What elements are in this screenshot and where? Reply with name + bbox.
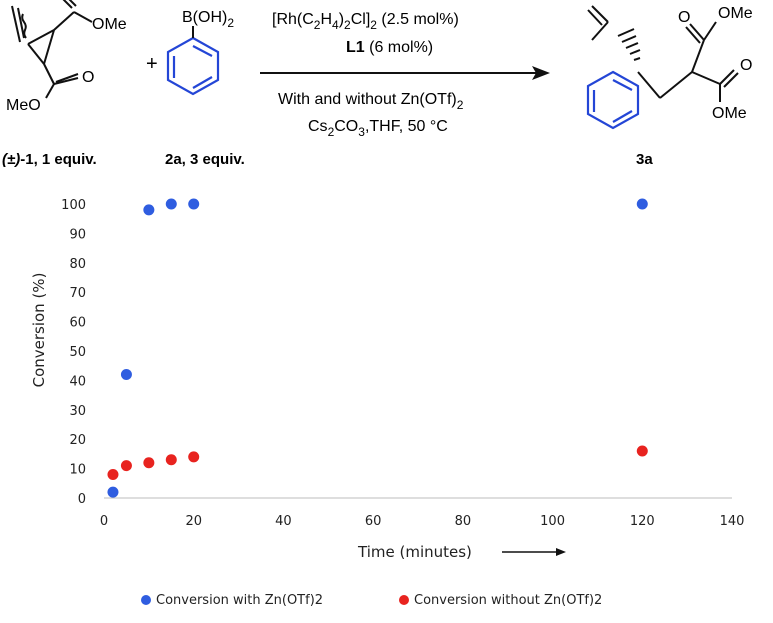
x-tick-labels: 0 20 40 60 80 100 120 140	[100, 514, 745, 529]
point-with-zn	[143, 204, 155, 216]
reactant-2-structure	[166, 36, 220, 96]
x-tick-label: 120	[630, 514, 655, 529]
y-tick-label: 40	[69, 374, 86, 389]
hashed-wedge-icon	[617, 28, 641, 61]
x-tick-label: 20	[185, 514, 202, 529]
point-with-zn	[120, 369, 132, 381]
x-tick-label: 100	[540, 514, 565, 529]
ome-top-label: OMe	[718, 5, 753, 22]
ome-bottom-label: OMe	[712, 105, 747, 122]
data-points	[107, 198, 648, 498]
time-arrow-icon	[502, 548, 566, 556]
o-bottom-label: O	[740, 57, 752, 74]
y-tick-label: 80	[69, 257, 86, 272]
legend: Conversion with Zn(OTf)2 Conversion witho…	[141, 593, 602, 608]
y-tick-label: 30	[69, 404, 86, 419]
wavy-bond-icon	[21, 13, 27, 39]
ome-top-label: OMe	[92, 16, 127, 33]
x-tick-label: 80	[455, 514, 472, 529]
benzene-ring-icon	[586, 70, 640, 130]
y-tick-label: 50	[69, 345, 86, 360]
o-right-label: O	[82, 69, 94, 86]
point-without-zn	[143, 457, 155, 469]
point-without-zn	[165, 454, 177, 466]
legend-entry: Conversion with Zn(OTf)2	[156, 593, 323, 608]
point-with-zn	[636, 198, 648, 210]
legend-marker	[141, 595, 151, 605]
reactant-1-structure	[11, 0, 93, 99]
additive-text: With and without Zn(OTf)2	[278, 91, 464, 112]
y-axis-title: Conversion (%)	[30, 273, 48, 388]
meo-bottom-label: MeO	[6, 97, 41, 114]
point-without-zn	[120, 460, 132, 472]
o-top-label: O	[678, 9, 690, 26]
reactant-1-label: (±)-1, 1 equiv.	[2, 151, 97, 168]
y-tick-label: 70	[69, 286, 86, 301]
point-with-zn	[165, 198, 177, 210]
x-tick-label: 60	[365, 514, 382, 529]
point-with-zn	[107, 486, 119, 498]
y-tick-label: 100	[61, 198, 86, 213]
product-structure	[587, 5, 739, 102]
catalyst-text: [Rh(C2H4)2Cl]2 (2.5 mol%)	[272, 11, 459, 32]
plus-sign: +	[146, 53, 158, 75]
reactant-2-label: 2a, 3 equiv.	[165, 151, 245, 168]
reaction-arrow-icon	[260, 66, 550, 80]
ligand-text: L1 (6 mol%)	[346, 39, 433, 56]
y-tick-label: 90	[69, 227, 86, 242]
legend-entry: Conversion without Zn(OTf)2	[414, 593, 602, 608]
y-tick-label: 0	[78, 492, 86, 507]
x-tick-label: 140	[720, 514, 745, 529]
product-label: 3a	[636, 151, 653, 168]
x-tick-label: 40	[275, 514, 292, 529]
point-with-zn	[188, 198, 200, 210]
boronic-acid-label: B(OH)2	[182, 9, 234, 30]
y-tick-label: 20	[69, 433, 86, 448]
benzene-ring-icon	[166, 36, 220, 96]
base-solvent-text: Cs2CO3,THF, 50 °C	[308, 118, 448, 139]
point-without-zn	[107, 468, 119, 480]
product-phenyl	[586, 70, 640, 130]
x-axis-title: Time (minutes)	[357, 543, 472, 561]
y-tick-labels: 0 10 20 30 40 50 60 70 80 90 100	[61, 198, 86, 507]
x-tick-label: 0	[100, 514, 108, 529]
legend-marker	[399, 595, 409, 605]
y-tick-label: 60	[69, 316, 86, 331]
point-without-zn	[636, 445, 648, 457]
reaction-scheme: OMe O MeO + B(OH)2 [Rh(C2H4)2Cl]2 (2.5 m…	[2, 0, 753, 168]
point-without-zn	[188, 451, 200, 463]
y-tick-label: 10	[69, 463, 86, 478]
